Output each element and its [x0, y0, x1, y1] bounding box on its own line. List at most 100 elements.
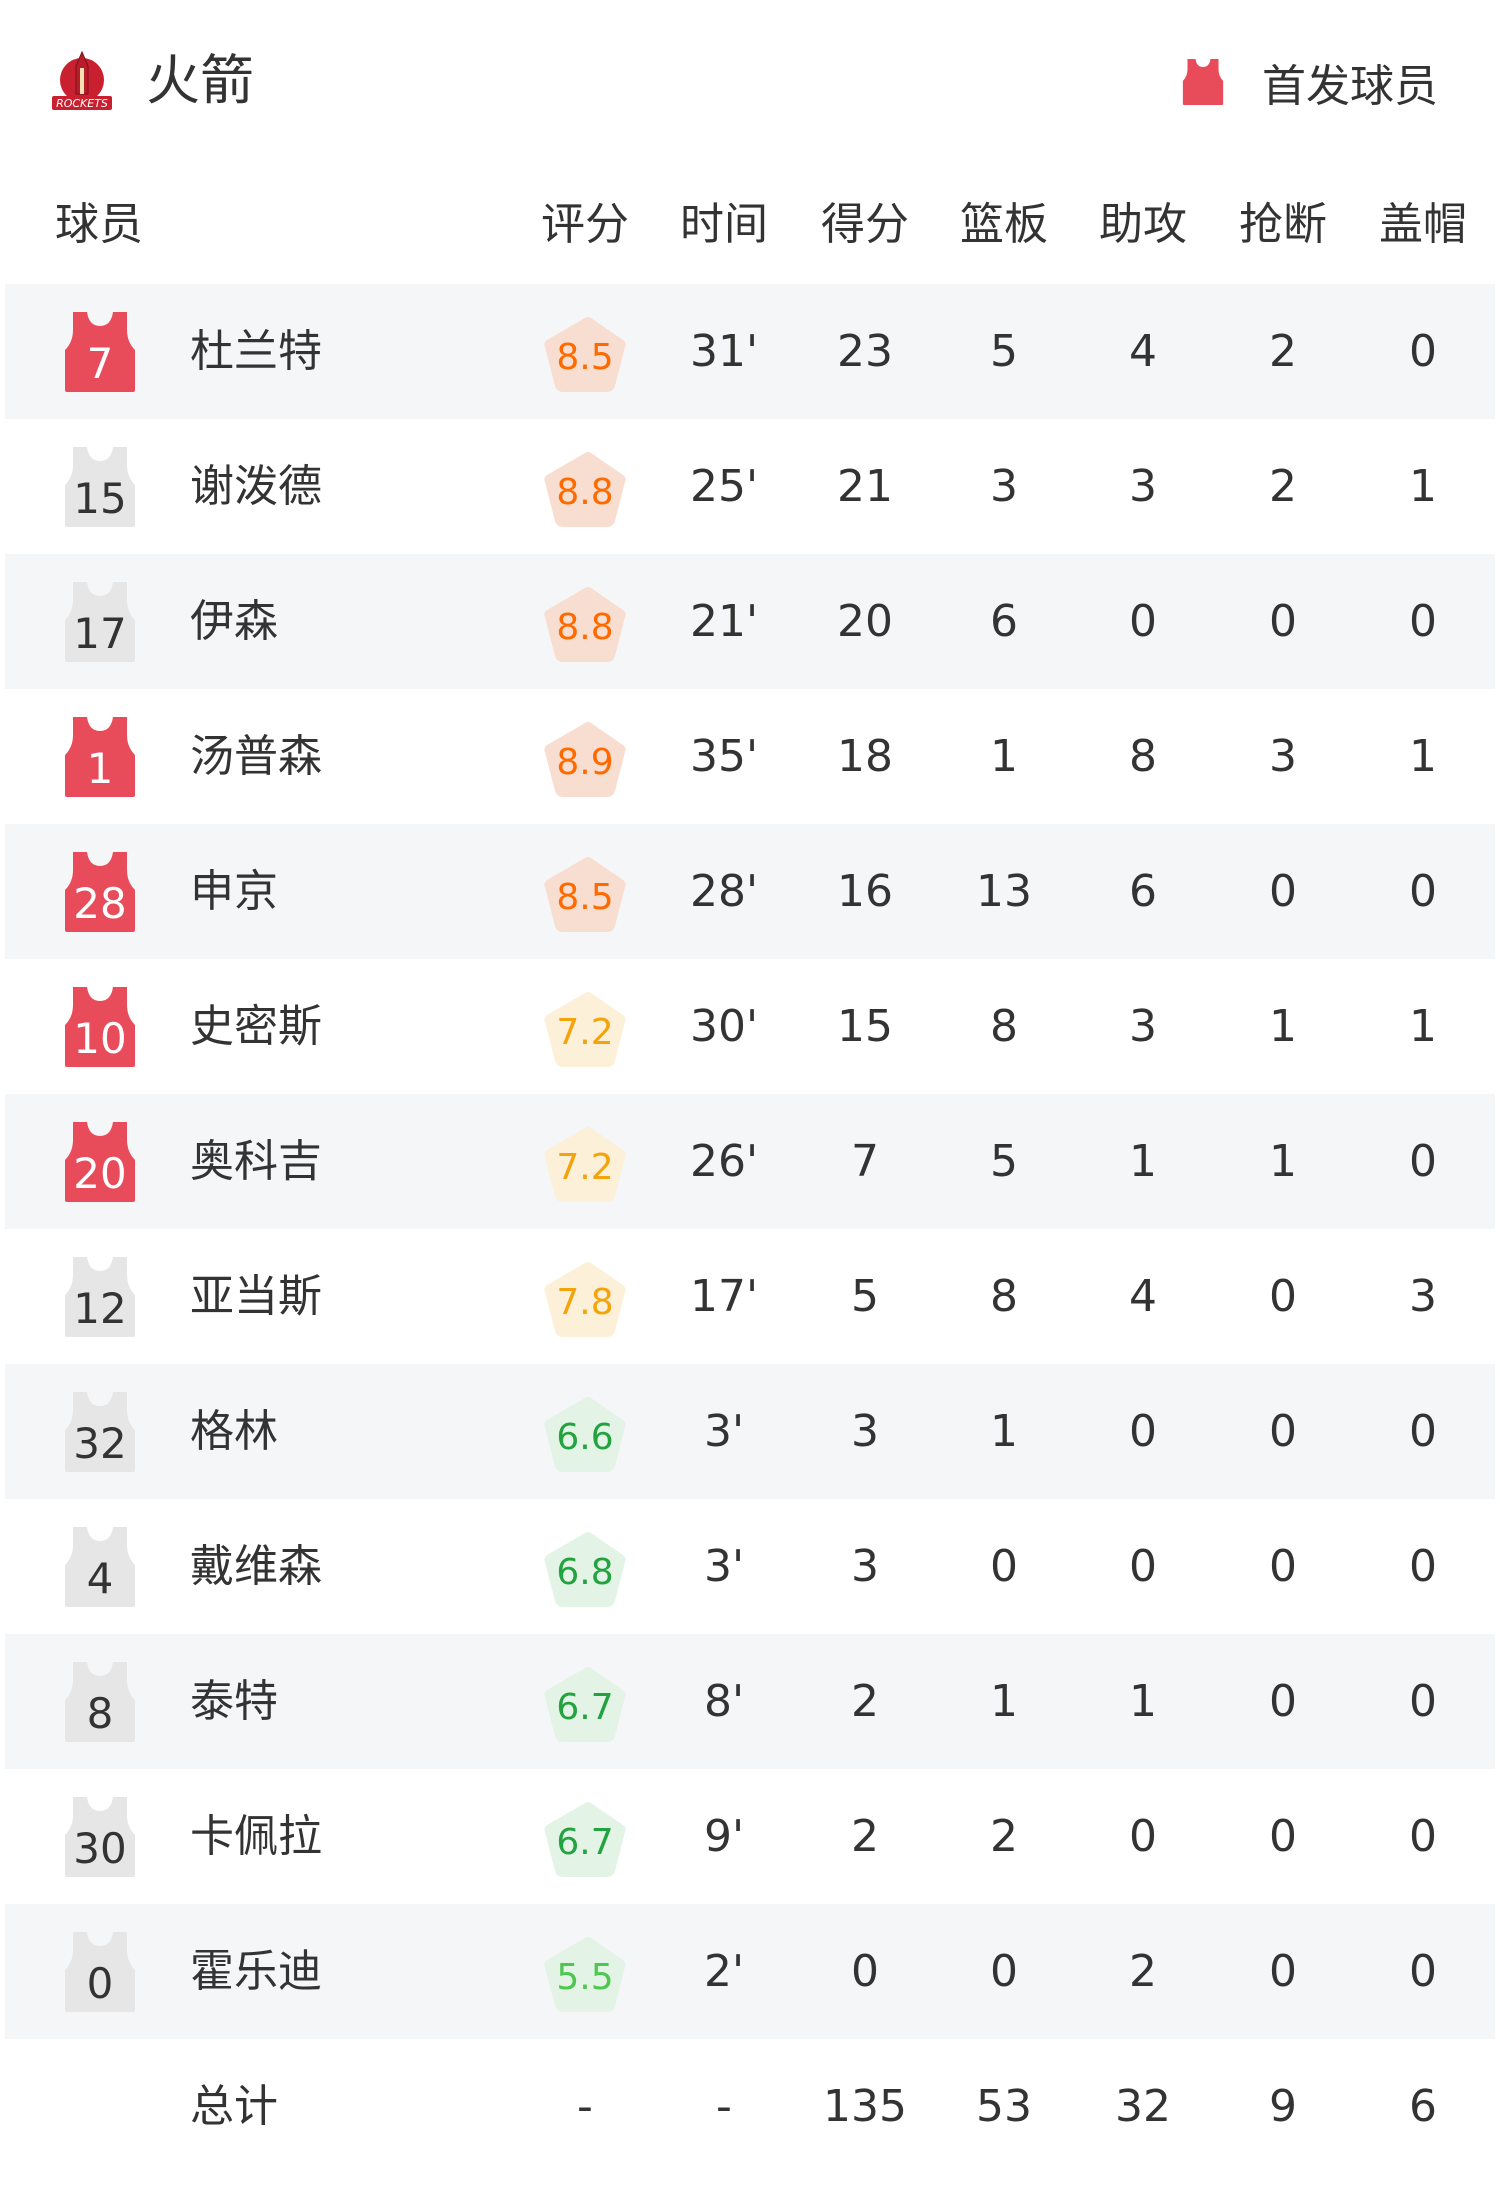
svg-text:ROCKETS: ROCKETS: [56, 97, 108, 110]
stat-blk: 0: [1409, 596, 1437, 647]
col-minutes[interactable]: 时间: [680, 199, 768, 250]
stat-blk: 1: [1409, 461, 1437, 512]
totals-pts: 135: [823, 2081, 907, 2132]
stat-blk: 0: [1409, 1946, 1437, 1997]
stat-reb: 1: [990, 1406, 1018, 1457]
player-name[interactable]: 史密斯: [190, 1001, 322, 1052]
col-assists[interactable]: 助攻: [1099, 199, 1187, 250]
stat-reb: 5: [990, 326, 1018, 377]
stat-min: 30': [689, 1001, 759, 1052]
stat-stl: 1: [1269, 1136, 1297, 1187]
totals-reb: 53: [976, 2081, 1032, 2132]
jersey-number: 15: [73, 474, 127, 523]
bench-jersey-icon: 15: [65, 447, 135, 527]
col-blocks[interactable]: 盖帽: [1379, 199, 1467, 250]
col-points[interactable]: 得分: [821, 199, 909, 250]
stat-ast: 1: [1129, 1676, 1157, 1727]
stat-stl: 2: [1269, 461, 1297, 512]
stat-blk: 0: [1409, 1811, 1437, 1862]
stat-blk: 0: [1409, 326, 1437, 377]
col-rating[interactable]: 评分: [541, 199, 629, 250]
stat-reb: 3: [990, 461, 1018, 512]
rating-value: 5.5: [556, 1957, 614, 1998]
stat-pts: 2: [851, 1676, 879, 1727]
stat-reb: 6: [990, 596, 1018, 647]
col-player: 球员: [55, 199, 143, 250]
rating-value: 6.6: [556, 1417, 614, 1458]
player-name[interactable]: 杜兰特: [190, 326, 322, 377]
rating-badge: 8.5: [543, 856, 627, 936]
stat-pts: 18: [837, 731, 893, 782]
totals-stl: 9: [1269, 2081, 1297, 2132]
legend-label: 首发球员: [1262, 61, 1438, 112]
rating-badge: 6.8: [543, 1531, 627, 1611]
player-row[interactable]: 10 史密斯 7.2 30' 15 8 3 1 1: [5, 959, 1495, 1094]
player-name[interactable]: 格林: [190, 1406, 278, 1457]
stat-min: 26': [689, 1136, 759, 1187]
stat-blk: 1: [1409, 731, 1437, 782]
stat-stl: 0: [1269, 1271, 1297, 1322]
stat-ast: 0: [1129, 1811, 1157, 1862]
player-row[interactable]: 1 汤普森 8.9 35' 18 1 8 3 1: [5, 689, 1495, 824]
rating-badge: 7.2: [543, 1126, 627, 1206]
starter-jersey-icon: 20: [65, 1122, 135, 1202]
player-name[interactable]: 戴维森: [190, 1541, 322, 1592]
rating-badge: 6.7: [543, 1801, 627, 1881]
stat-pts: 5: [851, 1271, 879, 1322]
player-row[interactable]: 32 格林 6.6 3' 3 1 0 0 0: [5, 1364, 1495, 1499]
player-name[interactable]: 申京: [190, 866, 278, 917]
player-name[interactable]: 卡佩拉: [190, 1811, 322, 1862]
player-name[interactable]: 汤普森: [190, 731, 322, 782]
stat-pts: 3: [851, 1541, 879, 1592]
rating-value: 6.8: [556, 1552, 614, 1593]
player-name[interactable]: 伊森: [190, 596, 278, 647]
stat-pts: 21: [837, 461, 893, 512]
player-row[interactable]: 28 申京 8.5 28' 16 13 6 0 0: [5, 824, 1495, 959]
stat-min: 2': [703, 1946, 745, 1997]
col-rebounds[interactable]: 篮板: [960, 199, 1048, 250]
rating-value: 8.8: [556, 607, 614, 648]
player-row[interactable]: 0 霍乐迪 5.5 2' 0 0 2 0 0: [5, 1904, 1495, 2039]
rating-value: 7.8: [556, 1282, 614, 1323]
col-steals[interactable]: 抢断: [1239, 199, 1327, 250]
stat-blk: 0: [1409, 1676, 1437, 1727]
column-headers: 球员 评分 时间 得分 篮板 助攻 抢断 盖帽: [0, 185, 1500, 265]
stat-reb: 1: [990, 731, 1018, 782]
rating-value: 6.7: [556, 1687, 614, 1728]
stat-ast: 6: [1129, 866, 1157, 917]
starter-jersey-icon: 28: [65, 852, 135, 932]
rating-value: 6.7: [556, 1822, 614, 1863]
player-row[interactable]: 20 奥科吉 7.2 26' 7 5 1 1 0: [5, 1094, 1495, 1229]
stat-ast: 2: [1129, 1946, 1157, 1997]
player-row[interactable]: 15 谢泼德 8.8 25' 21 3 3 2 1: [5, 419, 1495, 554]
stat-pts: 23: [837, 326, 893, 377]
player-name[interactable]: 霍乐迪: [190, 1946, 322, 1997]
stat-blk: 1: [1409, 1001, 1437, 1052]
starter-jersey-icon: 10: [65, 987, 135, 1067]
stat-min: 35': [689, 731, 759, 782]
player-row[interactable]: 8 泰特 6.7 8' 2 1 1 0 0: [5, 1634, 1495, 1769]
jersey-number: 30: [73, 1824, 127, 1873]
stat-ast: 0: [1129, 1541, 1157, 1592]
stat-blk: 0: [1409, 1406, 1437, 1457]
player-name[interactable]: 谢泼德: [190, 461, 322, 512]
stat-reb: 0: [990, 1541, 1018, 1592]
stat-stl: 3: [1269, 731, 1297, 782]
bench-jersey-icon: 4: [65, 1527, 135, 1607]
player-row[interactable]: 7 杜兰特 8.5 31' 23 5 4 2 0: [5, 284, 1495, 419]
player-row[interactable]: 17 伊森 8.8 21' 20 6 0 0 0: [5, 554, 1495, 689]
player-row[interactable]: 4 戴维森 6.8 3' 3 0 0 0 0: [5, 1499, 1495, 1634]
player-row[interactable]: 12 亚当斯 7.8 17' 5 8 4 0 3: [5, 1229, 1495, 1364]
stat-ast: 4: [1129, 326, 1157, 377]
player-name[interactable]: 亚当斯: [190, 1271, 322, 1322]
player-row[interactable]: 30 卡佩拉 6.7 9' 2 2 0 0 0: [5, 1769, 1495, 1904]
jersey-number: 20: [73, 1149, 127, 1198]
stat-pts: 0: [851, 1946, 879, 1997]
stat-blk: 0: [1409, 1541, 1437, 1592]
stat-stl: 0: [1269, 1811, 1297, 1862]
player-name[interactable]: 奥科吉: [190, 1136, 322, 1187]
player-name[interactable]: 泰特: [190, 1676, 278, 1727]
rating-badge: 6.6: [543, 1396, 627, 1476]
rating-badge: 6.7: [543, 1666, 627, 1746]
stat-ast: 1: [1129, 1136, 1157, 1187]
